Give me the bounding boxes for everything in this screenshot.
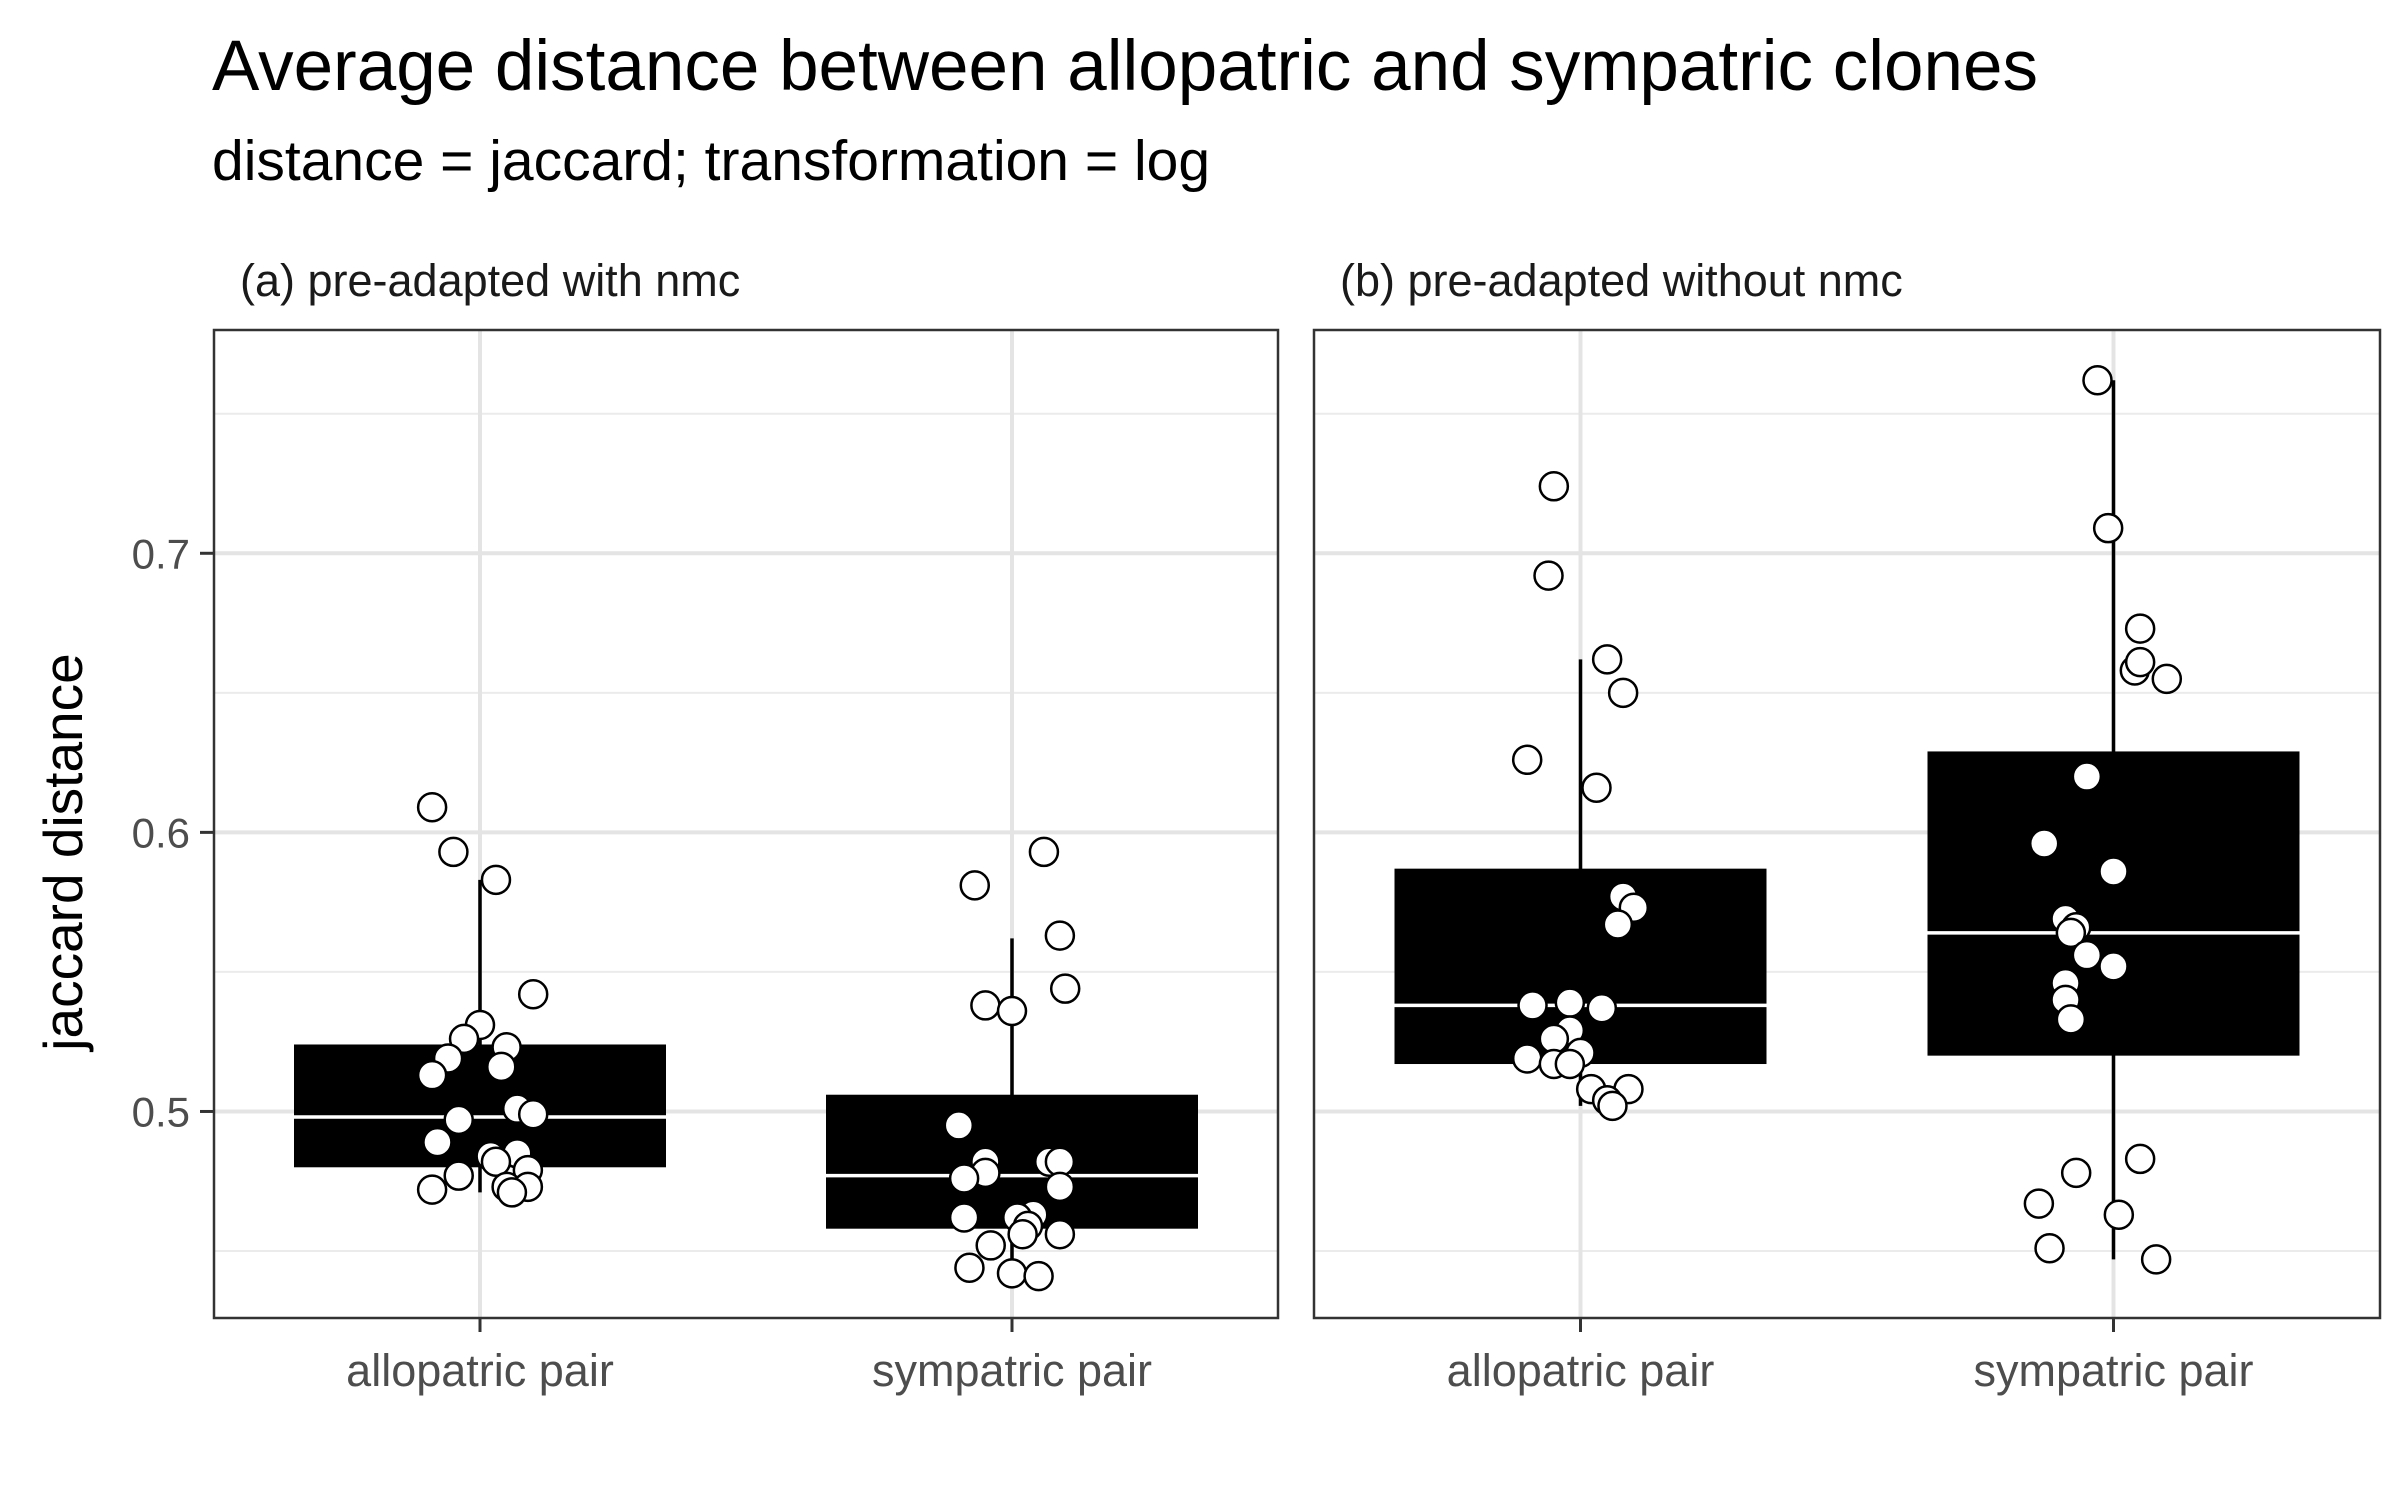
data-point [1044, 1146, 1076, 1177]
box-sympatric-pair [825, 836, 1199, 1292]
data-point [2140, 1244, 2172, 1275]
data-point [1049, 973, 1081, 1004]
data-point [1607, 677, 1639, 709]
data-point [2124, 1143, 2156, 1175]
data-point [422, 1126, 453, 1158]
chart-subtitle: distance = jaccard; transformation = log [212, 129, 1210, 193]
panel-b: (b) pre-adapted without nmc allopatric pa… [1312, 255, 2382, 1396]
data-point [959, 870, 991, 901]
data-point [948, 1163, 980, 1194]
data-point [2098, 856, 2129, 887]
data-point [517, 1099, 549, 1130]
data-point [2124, 613, 2156, 644]
data-point [1511, 1043, 1543, 1074]
x-tick-label: sympatric pair [1973, 1345, 2253, 1396]
y-tick-label: 0.7 [132, 530, 190, 577]
data-point [1044, 1219, 1076, 1250]
data-point [2060, 1157, 2092, 1189]
x-tick-label: sympatric pair [872, 1345, 1152, 1396]
data-point [2055, 917, 2087, 949]
data-point [416, 792, 448, 823]
data-point [1591, 644, 1623, 675]
data-point [1044, 920, 1076, 951]
data-point [2071, 939, 2103, 971]
box-allopatric-pair [1393, 471, 1768, 1122]
data-point [1511, 744, 1543, 776]
data-point [1586, 992, 1618, 1024]
data-point [996, 1258, 1028, 1289]
data-point [2103, 1199, 2135, 1230]
data-point [1554, 987, 1586, 1018]
data-point [996, 995, 1028, 1027]
data-point [1533, 560, 1564, 591]
data-point [2028, 828, 2060, 859]
y-tick-label: 0.5 [132, 1088, 190, 1135]
chart-title: Average distance between allopatric and … [212, 27, 2038, 106]
data-point [1538, 1023, 1570, 1055]
data-point [1597, 1090, 1628, 1122]
data-point [2023, 1188, 2055, 1219]
data-point [1581, 772, 1612, 803]
data-point [448, 1023, 480, 1055]
data-point [416, 1059, 448, 1091]
y-tick-label: 0.6 [132, 809, 190, 856]
panel-a: (a) pre-adapted with nmc allopatric pair s… [132, 255, 1280, 1396]
data-point [943, 1110, 975, 1141]
data-point [443, 1160, 474, 1191]
data-point [2034, 1232, 2065, 1264]
data-point [517, 978, 549, 1010]
data-point [970, 990, 1001, 1021]
data-point [954, 1252, 985, 1284]
data-point [1007, 1219, 1038, 1250]
box-sympatric-pair [1926, 364, 2301, 1275]
data-point [2098, 951, 2129, 982]
x-tick-label: allopatric pair [1447, 1345, 1715, 1396]
x-tick-label: allopatric pair [346, 1345, 614, 1396]
box-allopatric-pair [293, 792, 667, 1208]
data-point [975, 1230, 1006, 1261]
data-point [1023, 1260, 1054, 1292]
data-point [1517, 990, 1548, 1021]
y-axis-label: jaccard distance [32, 653, 94, 1052]
box-body [1927, 751, 2300, 1056]
data-point [2082, 364, 2113, 396]
data-point [2151, 663, 2183, 695]
panel-label: (a) pre-adapted with nmc [240, 255, 740, 306]
data-point [480, 1146, 512, 1177]
data-point [2071, 761, 2103, 792]
data-point [496, 1177, 528, 1208]
panel-label: (b) pre-adapted without nmc [1340, 255, 1903, 306]
facet-panels: (a) pre-adapted with nmc allopatric pair s… [132, 255, 2382, 1396]
panel-border [1312, 328, 2382, 1320]
data-point [480, 864, 512, 896]
data-point [443, 1104, 474, 1136]
data-point [1538, 471, 1570, 502]
data-point [2124, 646, 2156, 678]
data-point [2092, 512, 2124, 544]
data-point [438, 836, 469, 868]
data-point [948, 1202, 980, 1233]
data-point [2055, 1004, 2087, 1035]
data-point [1044, 1171, 1076, 1203]
data-point [486, 1051, 517, 1083]
data-point [1028, 836, 1060, 868]
panel-border [212, 328, 1280, 1320]
data-point [1554, 1048, 1586, 1080]
data-point [1602, 909, 1634, 940]
data-point [416, 1174, 448, 1205]
